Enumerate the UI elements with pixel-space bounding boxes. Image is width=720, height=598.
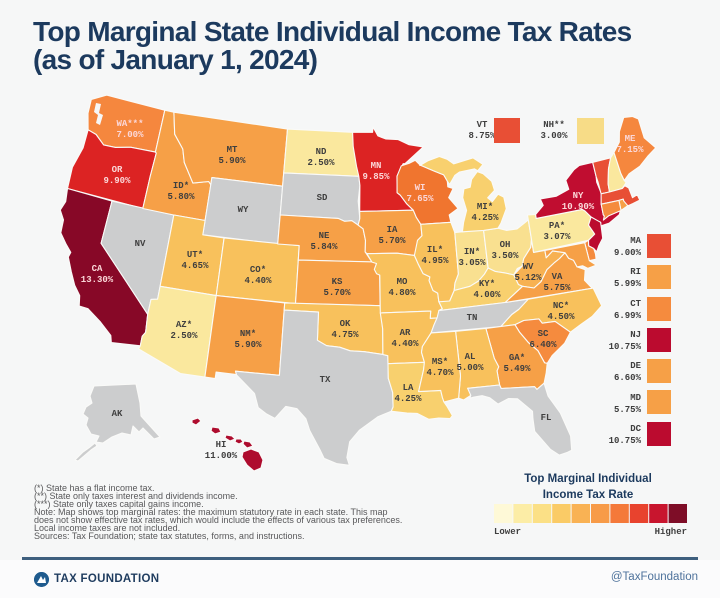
svg-text:ND: ND xyxy=(316,147,327,157)
svg-text:WI: WI xyxy=(415,183,426,193)
svg-text:CA: CA xyxy=(92,264,103,274)
svg-text:7.65%: 7.65% xyxy=(406,194,434,204)
svg-text:4.00%: 4.00% xyxy=(473,290,501,300)
svg-text:10.75%: 10.75% xyxy=(609,342,642,352)
svg-text:7.15%: 7.15% xyxy=(616,145,644,155)
svg-text:OH: OH xyxy=(500,240,511,250)
svg-text:6.40%: 6.40% xyxy=(529,340,557,350)
svg-text:4.40%: 4.40% xyxy=(244,276,272,286)
svg-text:IN*: IN* xyxy=(464,247,480,257)
svg-text:AK: AK xyxy=(112,409,123,419)
svg-text:FL: FL xyxy=(541,413,552,423)
svg-text:DC: DC xyxy=(630,424,641,434)
svg-text:SD: SD xyxy=(317,193,328,203)
svg-text:7.00%: 7.00% xyxy=(116,130,144,140)
svg-text:TN: TN xyxy=(467,313,478,323)
svg-text:4.75%: 4.75% xyxy=(331,330,359,340)
svg-text:4.70%: 4.70% xyxy=(426,368,454,378)
svg-text:5.90%: 5.90% xyxy=(218,156,246,166)
svg-text:VA: VA xyxy=(552,272,563,282)
svg-text:13.30%: 13.30% xyxy=(81,275,114,285)
svg-text:NJ: NJ xyxy=(630,330,641,340)
svg-text:MS*: MS* xyxy=(432,357,448,367)
svg-text:MT: MT xyxy=(227,145,238,155)
svg-text:ME: ME xyxy=(625,134,636,144)
svg-text:5.12%: 5.12% xyxy=(514,273,542,283)
svg-text:4.25%: 4.25% xyxy=(394,394,422,404)
svg-text:IA: IA xyxy=(387,225,398,235)
svg-text:9.90%: 9.90% xyxy=(103,176,131,186)
svg-text:6.99%: 6.99% xyxy=(614,311,642,321)
svg-text:GA*: GA* xyxy=(509,353,525,363)
svg-text:AL: AL xyxy=(465,352,476,362)
svg-text:4.25%: 4.25% xyxy=(471,213,499,223)
svg-text:3.07%: 3.07% xyxy=(543,232,571,242)
svg-text:HI: HI xyxy=(216,440,227,450)
svg-text:NH**: NH** xyxy=(543,120,565,130)
svg-text:NY: NY xyxy=(573,191,584,201)
svg-text:OR: OR xyxy=(112,165,123,175)
svg-text:5.80%: 5.80% xyxy=(167,192,195,202)
svg-text:WA***: WA*** xyxy=(116,119,143,129)
svg-text:9.85%: 9.85% xyxy=(362,172,390,182)
svg-text:WY: WY xyxy=(238,205,249,215)
svg-text:NV: NV xyxy=(135,239,146,249)
svg-text:4.80%: 4.80% xyxy=(388,288,416,298)
svg-text:4.95%: 4.95% xyxy=(421,256,449,266)
svg-text:5.75%: 5.75% xyxy=(543,283,571,293)
svg-text:UT*: UT* xyxy=(187,250,203,260)
svg-text:IL*: IL* xyxy=(427,245,443,255)
svg-text:MA: MA xyxy=(630,236,641,246)
svg-text:10.75%: 10.75% xyxy=(609,436,642,446)
svg-text:5.70%: 5.70% xyxy=(323,288,351,298)
svg-text:2.50%: 2.50% xyxy=(170,331,198,341)
svg-text:SC: SC xyxy=(538,329,549,339)
svg-text:11.00%: 11.00% xyxy=(205,451,238,461)
svg-text:VT: VT xyxy=(477,120,488,130)
svg-text:CO*: CO* xyxy=(250,265,266,275)
svg-text:Higher: Higher xyxy=(655,527,687,537)
svg-text:CT: CT xyxy=(630,299,641,309)
svg-text:5.00%: 5.00% xyxy=(456,363,484,373)
svg-text:4.65%: 4.65% xyxy=(181,261,209,271)
svg-text:NM*: NM* xyxy=(240,329,256,339)
svg-text:6.60%: 6.60% xyxy=(614,373,642,383)
svg-text:NE: NE xyxy=(319,231,330,241)
svg-text:KS: KS xyxy=(332,277,343,287)
svg-text:TX: TX xyxy=(320,375,331,385)
svg-text:AR: AR xyxy=(400,328,411,338)
svg-text:5.70%: 5.70% xyxy=(378,236,406,246)
svg-text:MO: MO xyxy=(397,277,408,287)
svg-text:8.75%: 8.75% xyxy=(468,131,496,141)
svg-text:AZ*: AZ* xyxy=(176,320,192,330)
svg-text:MI*: MI* xyxy=(477,202,493,212)
svg-text:2.50%: 2.50% xyxy=(307,158,335,168)
svg-text:LA: LA xyxy=(403,383,414,393)
svg-text:3.05%: 3.05% xyxy=(458,258,486,268)
svg-text:ID*: ID* xyxy=(173,181,189,191)
svg-text:5.90%: 5.90% xyxy=(234,340,262,350)
svg-text:MN: MN xyxy=(371,161,382,171)
svg-text:PA*: PA* xyxy=(549,221,565,231)
svg-text:Lower: Lower xyxy=(494,527,521,537)
svg-text:4.40%: 4.40% xyxy=(391,339,419,349)
svg-text:4.50%: 4.50% xyxy=(547,312,575,322)
svg-text:5.99%: 5.99% xyxy=(614,279,642,289)
svg-text:10.90%: 10.90% xyxy=(562,202,595,212)
svg-text:DE: DE xyxy=(630,361,641,371)
svg-text:OK: OK xyxy=(340,319,351,329)
svg-text:NC*: NC* xyxy=(553,301,569,311)
svg-text:MD: MD xyxy=(630,393,641,403)
svg-text:3.50%: 3.50% xyxy=(491,251,519,261)
svg-text:5.84%: 5.84% xyxy=(310,242,338,252)
svg-text:KY*: KY* xyxy=(479,279,495,289)
svg-text:5.75%: 5.75% xyxy=(614,405,642,415)
svg-text:WV: WV xyxy=(523,262,534,272)
svg-text:5.49%: 5.49% xyxy=(503,364,531,374)
svg-text:9.00%: 9.00% xyxy=(614,248,642,258)
svg-text:RI: RI xyxy=(630,267,641,277)
svg-text:3.00%: 3.00% xyxy=(540,131,568,141)
